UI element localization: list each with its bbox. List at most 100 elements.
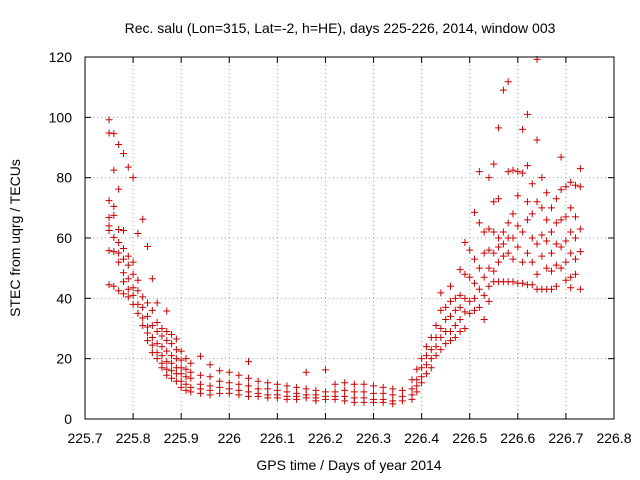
data-point	[148, 341, 156, 349]
data-point	[471, 306, 479, 314]
data-point	[523, 110, 531, 118]
y-tick-label: 20	[56, 351, 72, 367]
data-point	[153, 355, 161, 363]
data-point	[572, 213, 580, 221]
data-point	[562, 183, 570, 191]
data-point	[466, 297, 474, 305]
data-point	[398, 397, 406, 405]
data-point	[158, 343, 166, 351]
data-point	[576, 248, 584, 256]
data-point	[422, 370, 430, 378]
data-point	[182, 355, 190, 363]
data-point	[144, 323, 152, 331]
data-point	[523, 249, 531, 257]
data-point	[115, 239, 123, 247]
data-point	[451, 334, 459, 342]
data-point	[350, 388, 358, 396]
data-point	[144, 337, 152, 345]
data-point	[144, 329, 152, 337]
data-point	[187, 374, 195, 382]
data-point	[408, 395, 416, 403]
data-point	[418, 373, 426, 381]
data-point	[547, 204, 555, 212]
data-point	[293, 395, 301, 403]
data-point	[341, 379, 349, 387]
data-point	[172, 335, 180, 343]
data-point	[499, 86, 507, 94]
data-point	[370, 398, 378, 406]
data-point	[115, 249, 123, 257]
data-point	[576, 285, 584, 293]
data-point	[519, 228, 527, 236]
data-point	[398, 386, 406, 394]
data-point	[245, 358, 253, 366]
x-tick-label: 226.6	[500, 430, 535, 446]
data-point	[168, 331, 176, 339]
data-point	[543, 237, 551, 245]
data-point	[490, 267, 498, 275]
data-point	[283, 395, 291, 403]
data-point	[172, 346, 180, 354]
data-point	[523, 216, 531, 224]
data-point	[177, 370, 185, 378]
data-point	[547, 249, 555, 257]
data-point	[264, 379, 272, 387]
data-point	[139, 215, 147, 223]
data-point	[523, 198, 531, 206]
data-point	[129, 291, 137, 299]
data-point	[115, 226, 123, 234]
data-point	[528, 281, 536, 289]
data-point	[576, 183, 584, 191]
data-point	[177, 383, 185, 391]
data-point	[134, 229, 142, 237]
data-point	[129, 284, 137, 292]
data-point	[519, 169, 527, 177]
data-point	[461, 325, 469, 332]
data-point	[572, 234, 580, 242]
data-point	[124, 261, 132, 269]
x-tick-label: 226	[218, 430, 242, 446]
x-tick-label: 226.2	[308, 430, 343, 446]
data-point	[360, 388, 368, 396]
data-point	[547, 285, 555, 293]
data-point	[153, 328, 161, 336]
data-point	[538, 252, 546, 260]
data-point	[115, 140, 123, 148]
data-point	[442, 315, 450, 323]
data-point	[509, 210, 517, 218]
x-tick-label: 226.4	[404, 430, 439, 446]
data-point	[321, 366, 329, 374]
data-point	[490, 160, 498, 168]
data-point	[254, 377, 262, 385]
y-axis-label: STEC from uqrg / TECUs	[7, 159, 23, 317]
y-tick-label: 100	[49, 109, 73, 125]
data-point	[148, 321, 156, 329]
data-point	[302, 394, 310, 402]
data-point	[509, 166, 517, 174]
y-tick-label: 60	[56, 230, 72, 246]
data-point	[264, 385, 272, 393]
data-point	[115, 258, 123, 266]
data-point	[499, 252, 507, 260]
data-point	[168, 359, 176, 367]
data-point	[389, 400, 397, 408]
data-point	[206, 391, 214, 399]
data-point	[475, 264, 483, 272]
data-point	[490, 198, 498, 206]
data-point	[206, 361, 214, 369]
data-point	[182, 380, 190, 388]
data-point	[273, 394, 281, 402]
y-tick-label: 0	[64, 411, 72, 427]
data-point	[115, 287, 123, 295]
data-point	[427, 346, 435, 354]
data-point	[134, 276, 142, 284]
data-point	[437, 306, 445, 314]
x-tick-label: 226.1	[260, 430, 295, 446]
data-point	[461, 239, 469, 247]
data-point	[475, 219, 483, 227]
data-point	[216, 367, 224, 375]
data-point	[514, 243, 522, 251]
data-point	[408, 385, 416, 393]
data-point	[110, 130, 118, 138]
data-point	[495, 258, 503, 266]
